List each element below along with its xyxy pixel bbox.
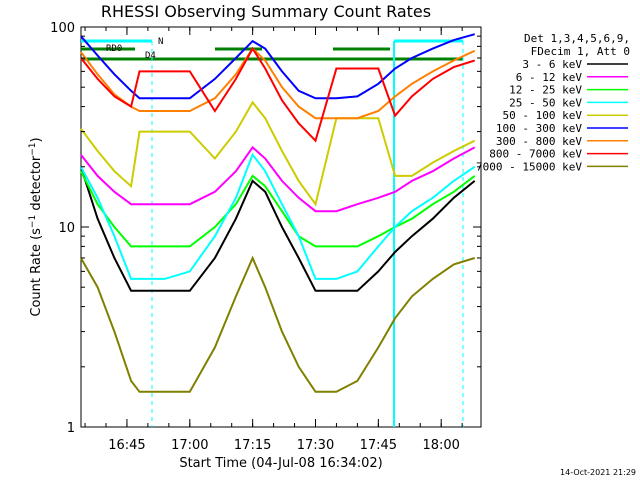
x-axis: 16:45 17:00 17:15 17:30 17:45 18:00	[84, 27, 463, 453]
y-axis-label-sup2: −1	[28, 142, 38, 155]
series-line-0	[79, 166, 476, 292]
legend-label-6: 300 - 800 keV	[496, 135, 582, 148]
legend-label-3: 25 - 50 keV	[509, 96, 582, 109]
series-line-1	[80, 145, 476, 213]
y-tick-label-1: 1	[67, 421, 75, 436]
y-axis-label-text: Count Rate (s	[29, 228, 44, 317]
y-axis-label-end: )	[29, 137, 44, 142]
series-line-2	[80, 170, 476, 248]
series-line-7	[80, 46, 476, 143]
flag-label-cyan: N	[158, 37, 163, 47]
series-lines	[79, 33, 476, 393]
x-tick-label-18:00: 18:00	[422, 438, 459, 453]
series-line-5	[80, 33, 475, 100]
y-tick-label-100: 100	[50, 21, 75, 36]
x-tick-label-16:45: 16:45	[108, 438, 145, 453]
y-axis-label-sup1: −1	[28, 215, 38, 228]
x-axis-label: Start Time (04-Jul-08 16:34:02)	[179, 456, 382, 471]
series-line-8	[80, 255, 475, 393]
plot-area: N RD0 D4	[79, 26, 482, 428]
series-line-6	[80, 47, 476, 120]
chart-title: RHESSI Observing Summary Count Rates	[101, 2, 431, 21]
y-tick-label-10: 10	[58, 221, 75, 236]
x-tick-label-17:30: 17:30	[297, 438, 334, 453]
y-axis-label-mid: detector	[29, 155, 44, 215]
flag-label-green: RD0	[106, 44, 122, 54]
flag-bars	[81, 39, 464, 427]
legend-label-4: 50 - 100 keV	[503, 109, 583, 122]
series-line-4	[80, 100, 476, 207]
legend-label-2: 12 - 25 keV	[509, 84, 582, 97]
y-axis-label: Count Rate (s−1 detector−1)	[28, 137, 44, 316]
legend-label-8: 7000 - 15000 keV	[476, 160, 582, 173]
legend-header-2: FDecim 1, Att 0	[531, 45, 630, 58]
flag-label-green2: D4	[145, 51, 156, 61]
legend-label-5: 100 - 300 keV	[496, 122, 582, 135]
legend-header-1: Det 1,3,4,5,6,9,	[524, 32, 630, 45]
series-line-3	[80, 152, 476, 280]
legend-label-7: 800 - 7000 keV	[489, 148, 582, 161]
x-tick-label-17:15: 17:15	[234, 438, 271, 453]
y-axis: 1 10 100	[50, 21, 481, 436]
legend-label-0: 3 - 6 keV	[522, 58, 582, 71]
x-tick-label-17:45: 17:45	[360, 438, 397, 453]
legend: Det 1,3,4,5,6,9, FDecim 1, Att 0 3 - 6 k…	[476, 32, 630, 173]
legend-label-1: 6 - 12 keV	[516, 71, 583, 84]
x-tick-label-17:00: 17:00	[171, 438, 208, 453]
footer-date: 14-Oct-2021 21:29	[560, 468, 636, 477]
